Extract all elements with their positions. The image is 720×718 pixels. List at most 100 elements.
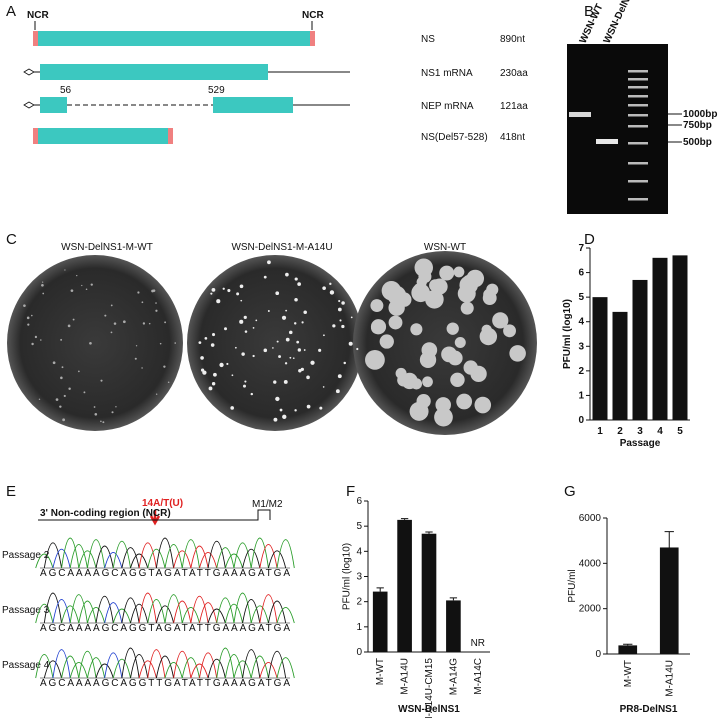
plaque [281, 315, 287, 320]
plaque [410, 323, 423, 336]
plaque [252, 327, 255, 329]
plaque [67, 324, 71, 328]
x-tick-label: M-A14U-CM15 [424, 658, 435, 718]
peak [61, 655, 80, 679]
plaque [267, 260, 271, 265]
panel-label: D [584, 231, 595, 248]
x-tick-label: 5 [677, 426, 683, 437]
peak [276, 606, 295, 624]
plaque [239, 284, 244, 289]
bar [397, 519, 412, 652]
plaque [41, 283, 44, 287]
ladder-band [628, 125, 648, 128]
plaque [155, 393, 158, 395]
plaque [210, 292, 213, 295]
row-size: 890nt [500, 34, 525, 45]
y-tick-label: 3 [356, 572, 362, 583]
gene-label: M1/M2 [252, 499, 283, 510]
peak [207, 658, 226, 679]
peak [224, 553, 244, 569]
plaque [263, 275, 267, 279]
plaque [492, 312, 509, 329]
plaque [55, 398, 59, 401]
plaque [294, 297, 298, 302]
x-axis-label: WSN-DelNS1 [398, 704, 460, 715]
bar [421, 533, 437, 652]
plaque [78, 370, 80, 373]
ladder-band [628, 142, 648, 145]
peak [95, 663, 114, 679]
y-tick-label: 0 [356, 647, 362, 658]
plaque [503, 324, 516, 338]
plaque [90, 283, 93, 286]
panel-label: G [564, 483, 576, 500]
peak [242, 548, 261, 569]
band [596, 139, 618, 144]
peak [250, 655, 269, 679]
plaque [301, 321, 304, 324]
sequencing: 14A/T(U) 3' Non-coding region (NCR) M1/M… [2, 498, 295, 689]
peak [190, 545, 209, 569]
row-size: 230aa [500, 68, 528, 79]
ladder-band [628, 78, 648, 81]
plaque [70, 289, 74, 293]
plaque [102, 421, 105, 424]
plaque [104, 314, 107, 317]
plaque [289, 356, 292, 359]
plaque [122, 320, 126, 324]
y-axis-label: PFU/ml (log10) [342, 543, 353, 610]
ncr-label: NCR [302, 10, 324, 21]
y-tick-label: 2 [578, 366, 584, 377]
x-tick-label: M-A14U [400, 658, 411, 695]
plaque [60, 376, 63, 380]
bar [592, 297, 608, 420]
peak [69, 544, 88, 569]
plaque [332, 324, 336, 328]
plaque [250, 392, 253, 396]
sequence: AGCAAAAGCAGGTTGATATTGAAAGATGA [40, 678, 290, 689]
plaque [285, 272, 289, 277]
peak [233, 660, 252, 679]
ladder-band [628, 180, 648, 183]
x-axis-label: Passage [620, 438, 661, 449]
x-tick-label: M-A14C [473, 658, 484, 695]
plaque [397, 292, 412, 307]
peak [104, 652, 123, 679]
row-size: 418nt [500, 132, 525, 143]
plaque [267, 310, 270, 313]
gel-image [567, 44, 668, 214]
plaque [306, 375, 310, 380]
x-tick-label: 4 [657, 426, 663, 437]
plaque-label: WSN-DelNS1-M-WT [61, 242, 153, 253]
segment [40, 97, 67, 113]
plaque [210, 343, 215, 347]
peak [138, 542, 157, 569]
y-tick-label: 5 [356, 521, 362, 532]
peak [104, 602, 123, 624]
splice-site: 529 [208, 85, 225, 96]
peak [52, 599, 71, 624]
plaque [83, 391, 86, 394]
plaque [212, 333, 216, 337]
plaque [255, 319, 258, 322]
plaque [164, 321, 167, 324]
peak [164, 544, 183, 569]
dish [7, 255, 183, 431]
plaque [213, 372, 217, 377]
plaque [414, 258, 433, 277]
plaque [303, 349, 306, 351]
plaque [222, 287, 225, 290]
plaque [431, 278, 448, 295]
plaque [275, 396, 280, 402]
plaque [338, 299, 341, 303]
y-tick-label: 6000 [579, 513, 602, 524]
plaque [282, 414, 287, 419]
plaque [211, 287, 216, 292]
plaque [292, 357, 295, 359]
plaque [115, 406, 117, 408]
dish [187, 255, 363, 431]
error-bar [400, 518, 409, 520]
plaque [303, 310, 307, 315]
peak [276, 657, 295, 679]
plaque [297, 282, 301, 286]
